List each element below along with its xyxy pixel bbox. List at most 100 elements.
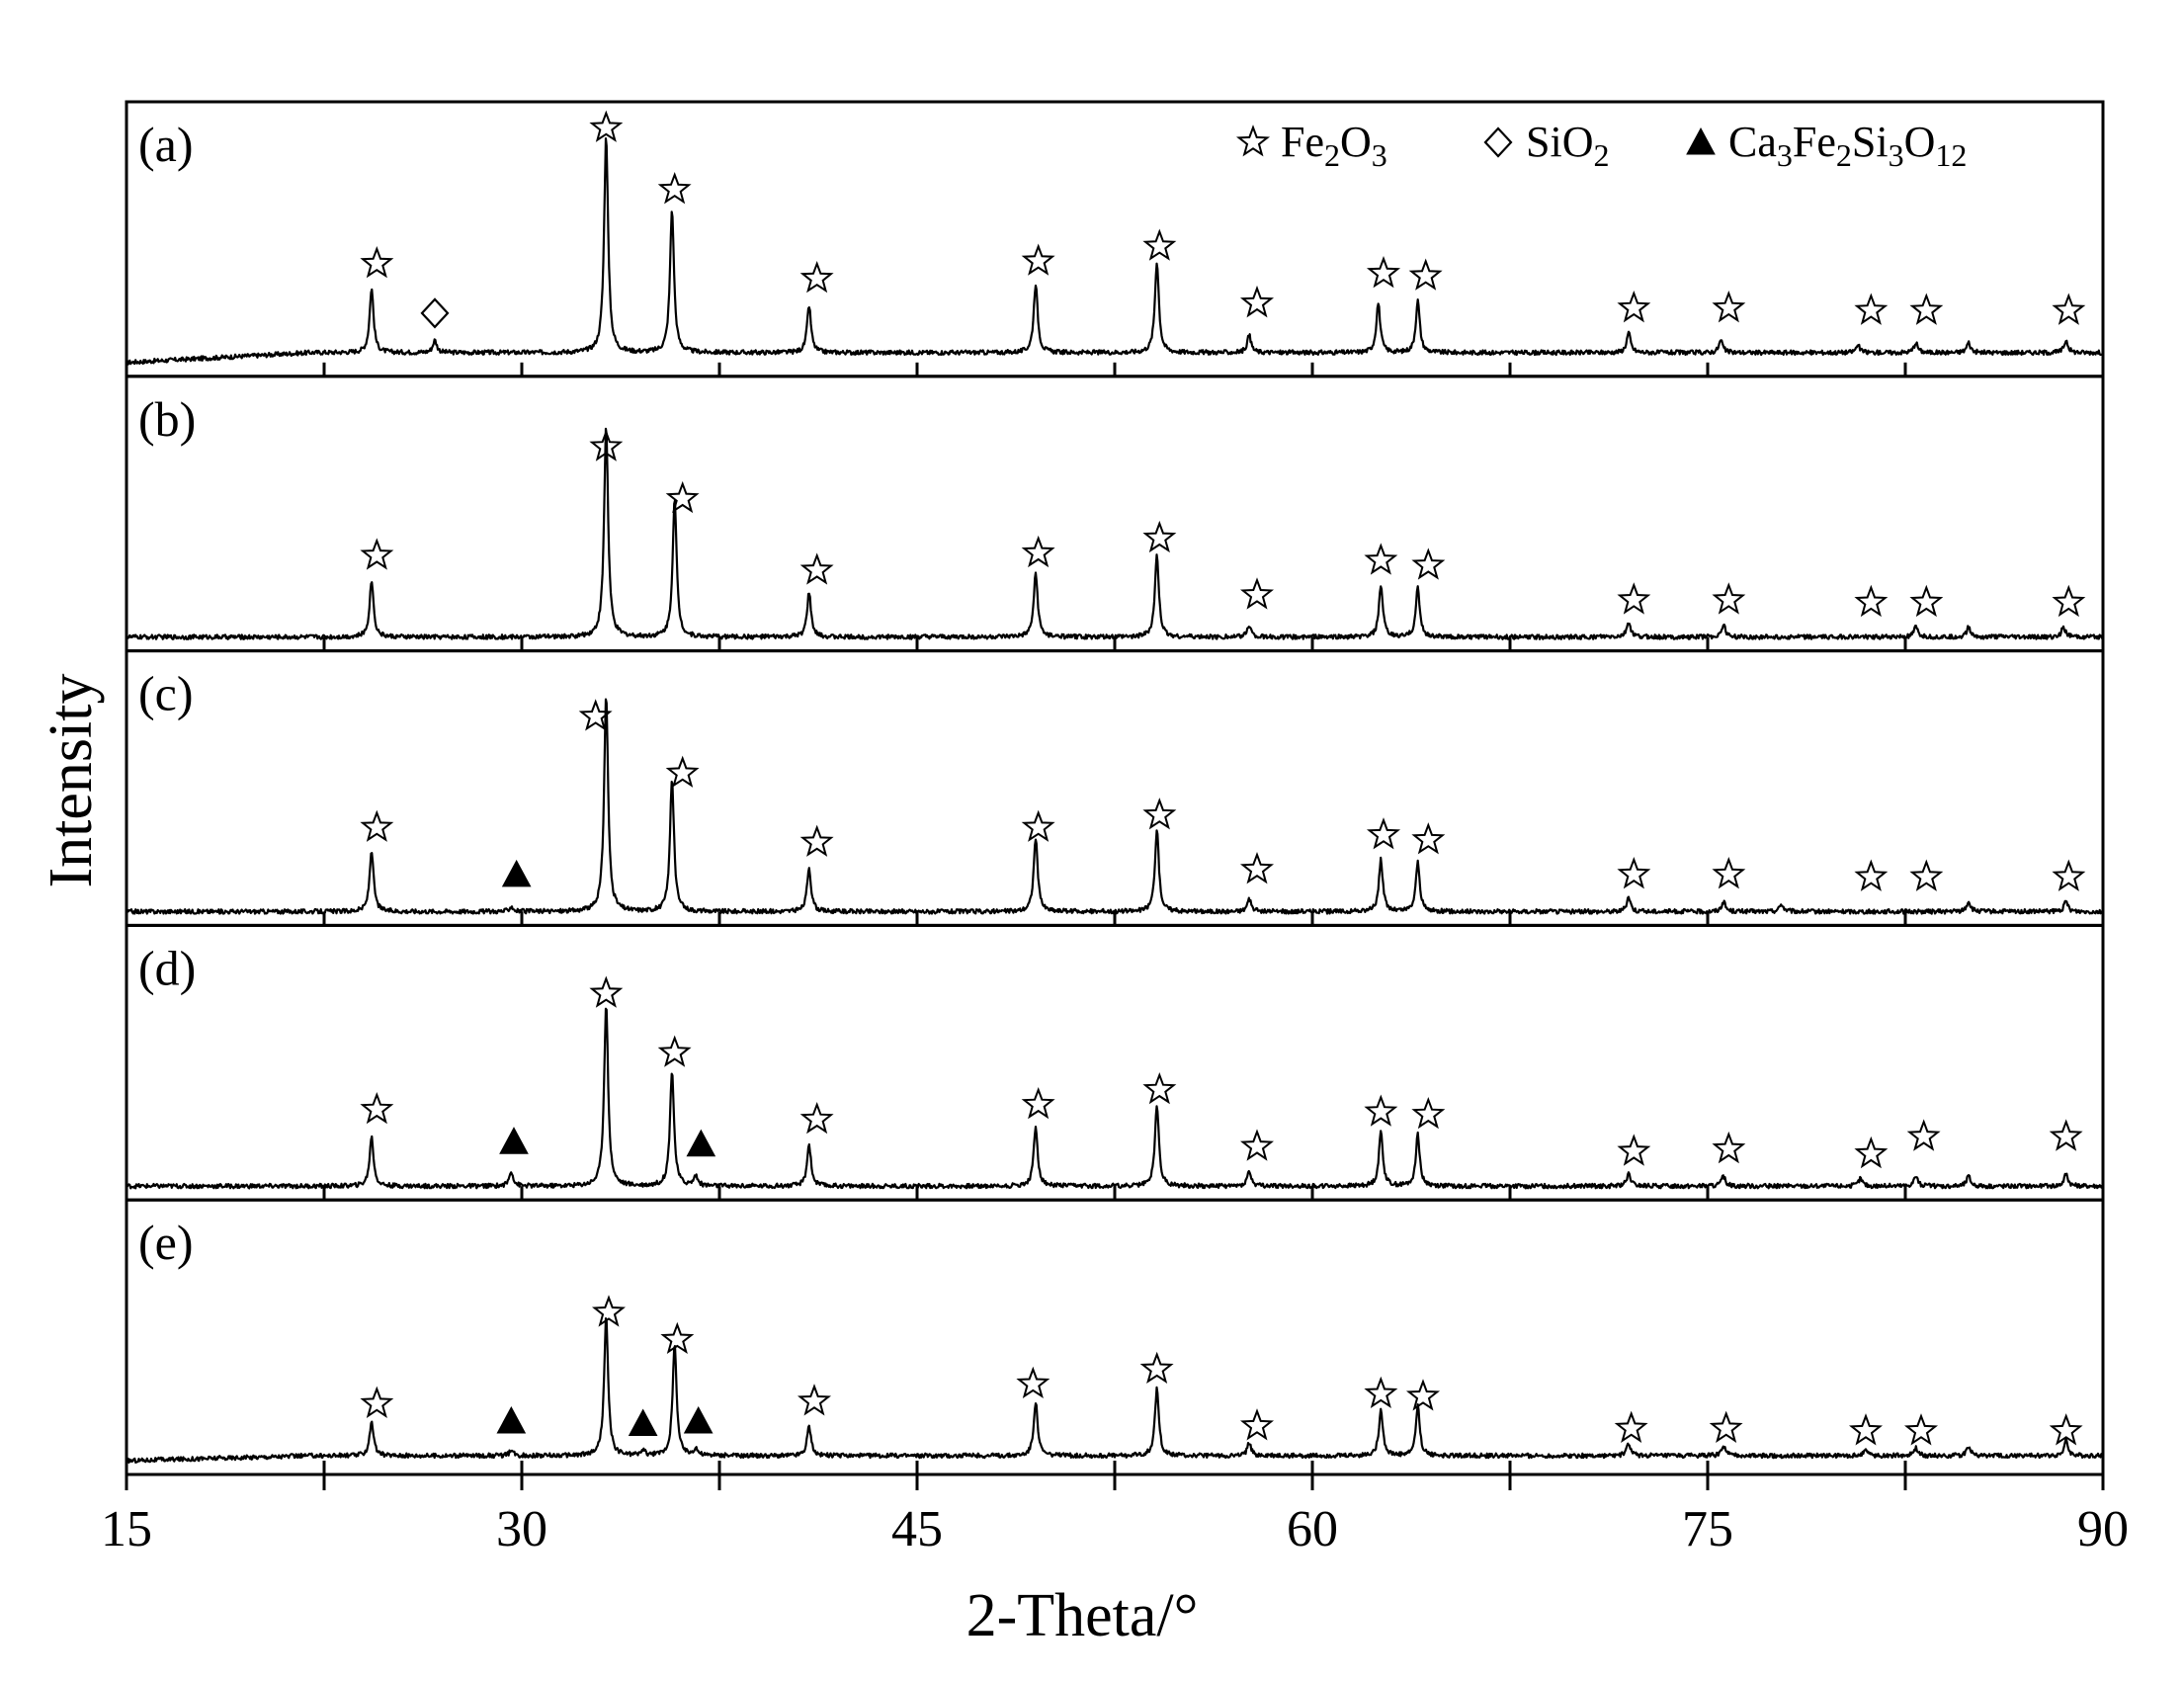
marker-layer: [360, 110, 2086, 1446]
star-marker: [665, 755, 700, 788]
legend-subscript: 3: [1889, 137, 1904, 173]
star-marker: [1021, 535, 1055, 568]
star-marker: [1239, 1129, 1275, 1161]
star-marker: [1712, 290, 1746, 323]
x-tick-label: 30: [496, 1501, 547, 1557]
star-marker: [1139, 1351, 1174, 1384]
star-marker: [797, 1384, 832, 1416]
legend-triangle-marker: [1686, 126, 1716, 155]
panel-frame: [125, 375, 2105, 653]
star-marker: [360, 1091, 394, 1125]
star-marker: [1142, 1071, 1177, 1105]
star-marker: [589, 429, 624, 462]
star-marker: [1142, 520, 1177, 553]
star-marker: [1366, 256, 1401, 289]
star-marker: [1021, 809, 1055, 842]
star-marker: [1405, 1379, 1441, 1411]
star-marker: [1617, 582, 1651, 615]
xrd-trace: [126, 1316, 2104, 1465]
star-marker: [2052, 293, 2086, 325]
star-marker: [1016, 1366, 1050, 1398]
star-marker: [1364, 1094, 1398, 1127]
star-marker: [1021, 1086, 1055, 1120]
star-marker: [799, 824, 834, 857]
y-axis-title: Intensity: [38, 674, 105, 888]
star-marker: [1712, 857, 1746, 889]
legend-subscript: 3: [1372, 137, 1387, 173]
legend-text-part: Fe: [1793, 118, 1836, 166]
star-marker: [1239, 852, 1275, 884]
star-marker: [1411, 1096, 1446, 1130]
star-marker: [589, 975, 624, 1008]
x-tick-label: 15: [101, 1501, 152, 1557]
star-marker: [2049, 1119, 2083, 1151]
tick-layer: 15 30 45 60 75 90: [101, 362, 2129, 1557]
xrd-trace: [126, 1007, 2104, 1190]
star-marker: [360, 538, 394, 570]
x-tick-label: 45: [891, 1501, 943, 1557]
star-marker: [1021, 243, 1055, 276]
star-marker: [360, 809, 394, 842]
triangle-marker: [686, 1129, 716, 1157]
diamond-marker: [420, 297, 450, 329]
triangle-marker: [683, 1405, 714, 1434]
star-marker: [1854, 293, 1889, 325]
panel-label: (c): [138, 666, 194, 721]
legend-text-part: SiO: [1526, 118, 1593, 166]
triangle-marker: [499, 1127, 529, 1154]
x-axis-title: 2-Theta/°: [966, 1582, 1199, 1649]
star-marker: [1239, 1408, 1275, 1441]
star-marker: [799, 261, 834, 294]
star-marker: [1909, 584, 1944, 618]
panel-label: (b): [138, 391, 196, 447]
star-marker: [799, 1101, 834, 1135]
star-marker: [1712, 1131, 1746, 1164]
xrd-trace: [126, 427, 2104, 640]
star-marker: [657, 172, 692, 205]
xrd-trace: [126, 137, 2105, 366]
legend-subscript: 3: [1777, 137, 1793, 173]
star-marker: [1239, 577, 1275, 610]
star-marker: [1142, 228, 1177, 261]
star-marker: [1239, 285, 1275, 318]
star-marker: [1712, 582, 1746, 615]
star-marker: [1408, 258, 1443, 291]
legend-subscript: 2: [1836, 137, 1852, 173]
x-tick-label: 75: [1682, 1501, 1733, 1557]
legend-text-part: Ca: [1728, 118, 1777, 166]
star-marker: [1709, 1410, 1743, 1444]
legend-entry-label: SiO2: [1526, 118, 1609, 173]
legend-diamond-marker: [1483, 126, 1513, 158]
star-marker: [1906, 1119, 1941, 1151]
star-marker: [578, 699, 613, 731]
legend-entry-label: Fe2O3: [1281, 118, 1387, 173]
triangle-marker: [501, 859, 532, 887]
star-marker: [589, 110, 624, 142]
star-marker: [1848, 1413, 1884, 1446]
triangle-marker: [628, 1408, 658, 1437]
legend-star-marker: [1235, 125, 1271, 157]
panel-frame: [125, 1198, 2105, 1476]
legend-text-part: O: [1340, 118, 1372, 166]
star-marker: [1854, 584, 1889, 618]
legend-text-part: O: [1904, 118, 1936, 166]
legend-text-part: Si: [1852, 118, 1889, 166]
star-marker: [1364, 1376, 1398, 1408]
star-marker: [1142, 798, 1177, 830]
panel-label: (a): [138, 117, 194, 172]
star-marker: [1411, 547, 1446, 580]
legend-text-part: Fe: [1281, 118, 1324, 166]
legend: Fe2O3 SiO2 Ca3Fe2Si3O12: [1235, 118, 1967, 173]
star-marker: [1364, 543, 1398, 575]
star-marker: [1617, 857, 1651, 889]
star-marker: [2052, 584, 2086, 618]
star-marker: [360, 1386, 394, 1419]
legend-subscript: 12: [1935, 137, 1967, 173]
star-marker: [665, 480, 700, 514]
star-marker: [660, 1321, 695, 1354]
star-marker: [2052, 859, 2086, 891]
star-marker: [1411, 822, 1446, 855]
panel-frame: [125, 923, 2105, 1202]
x-tick-label: 60: [1287, 1501, 1338, 1557]
